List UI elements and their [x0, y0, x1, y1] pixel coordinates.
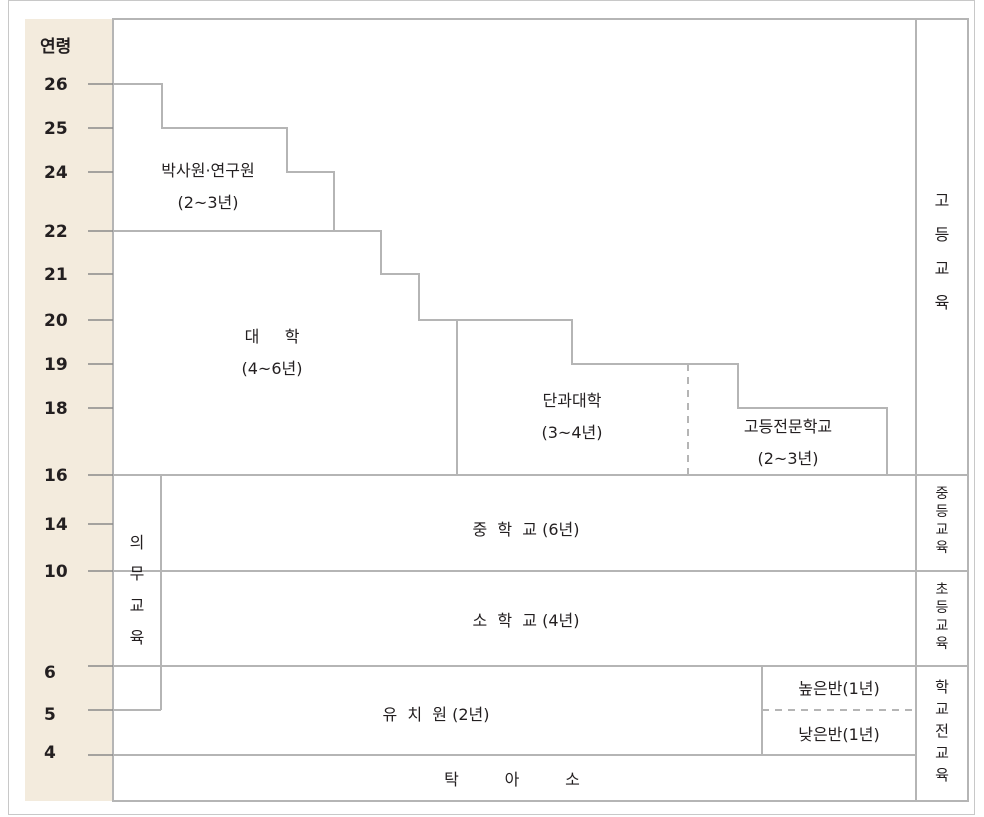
secondary-education-char: 중	[936, 486, 949, 502]
compulsory-char: 의	[130, 533, 145, 552]
secondary-education-char: 육	[936, 540, 949, 556]
technical-school-label: 고등전문학교	[744, 417, 832, 436]
technical-school-duration: (2~3년)	[758, 449, 819, 468]
primary-school-label: 소 학 교 (4년)	[473, 611, 580, 630]
age-label: 4	[44, 743, 56, 763]
doctoral-duration: (2~3년)	[178, 193, 239, 212]
college-duration: (3~4년)	[542, 423, 603, 442]
higher-education-char: 육	[935, 293, 950, 312]
nursery-label: 탁 아 소	[444, 770, 580, 789]
middle-school-label: 중 학 교 (6년)	[473, 520, 580, 539]
doctoral-label: 박사원·연구원	[161, 161, 254, 180]
age-label: 16	[44, 466, 68, 486]
preschool-education-char: 육	[935, 766, 949, 784]
elementary-education-char: 초	[936, 582, 949, 598]
age-label: 6	[44, 663, 56, 683]
university-outline	[113, 230, 457, 321]
diagram-frame	[8, 0, 975, 815]
age-column	[25, 19, 113, 801]
preschool-education-char: 전	[935, 722, 949, 740]
doctoral-outline	[113, 83, 335, 231]
elementary-education-char: 등	[936, 600, 949, 616]
age-label: 18	[44, 399, 68, 419]
compulsory-char: 교	[130, 596, 145, 615]
secondary-education-char: 교	[936, 522, 949, 538]
age-label: 14	[44, 515, 68, 535]
higher-education-char: 고	[935, 191, 950, 210]
age-label: 26	[44, 75, 68, 95]
age-label: 19	[44, 355, 68, 375]
university-label: 대 학	[245, 327, 300, 346]
elementary-education-char: 육	[936, 636, 949, 652]
college-technical-outline	[457, 319, 888, 475]
main-border	[112, 18, 969, 802]
age-label: 25	[44, 119, 68, 139]
preschool-education-char: 학	[935, 678, 949, 696]
college-label: 단과대학	[543, 391, 602, 410]
compulsory-char: 육	[130, 628, 145, 647]
preschool-education-char: 교	[935, 700, 949, 718]
secondary-education-char: 등	[936, 504, 949, 520]
age-label: 20	[44, 311, 68, 331]
age-label: 22	[44, 222, 68, 242]
age-header: 연령	[40, 36, 71, 57]
age-label: 21	[44, 265, 68, 285]
age-label: 24	[44, 163, 68, 183]
age-label: 5	[44, 705, 56, 725]
age-label: 10	[44, 562, 68, 582]
junior-class-label: 낮은반(1년)	[798, 725, 880, 744]
higher-education-char: 교	[935, 259, 950, 278]
senior-class-label: 높은반(1년)	[798, 679, 880, 698]
kindergarten-label: 유 치 원 (2년)	[383, 705, 490, 724]
preschool-education-char: 교	[935, 744, 949, 762]
elementary-education-char: 교	[936, 618, 949, 634]
university-duration: (4~6년)	[242, 359, 303, 378]
compulsory-char: 무	[130, 564, 145, 583]
higher-education-char: 등	[935, 225, 950, 244]
